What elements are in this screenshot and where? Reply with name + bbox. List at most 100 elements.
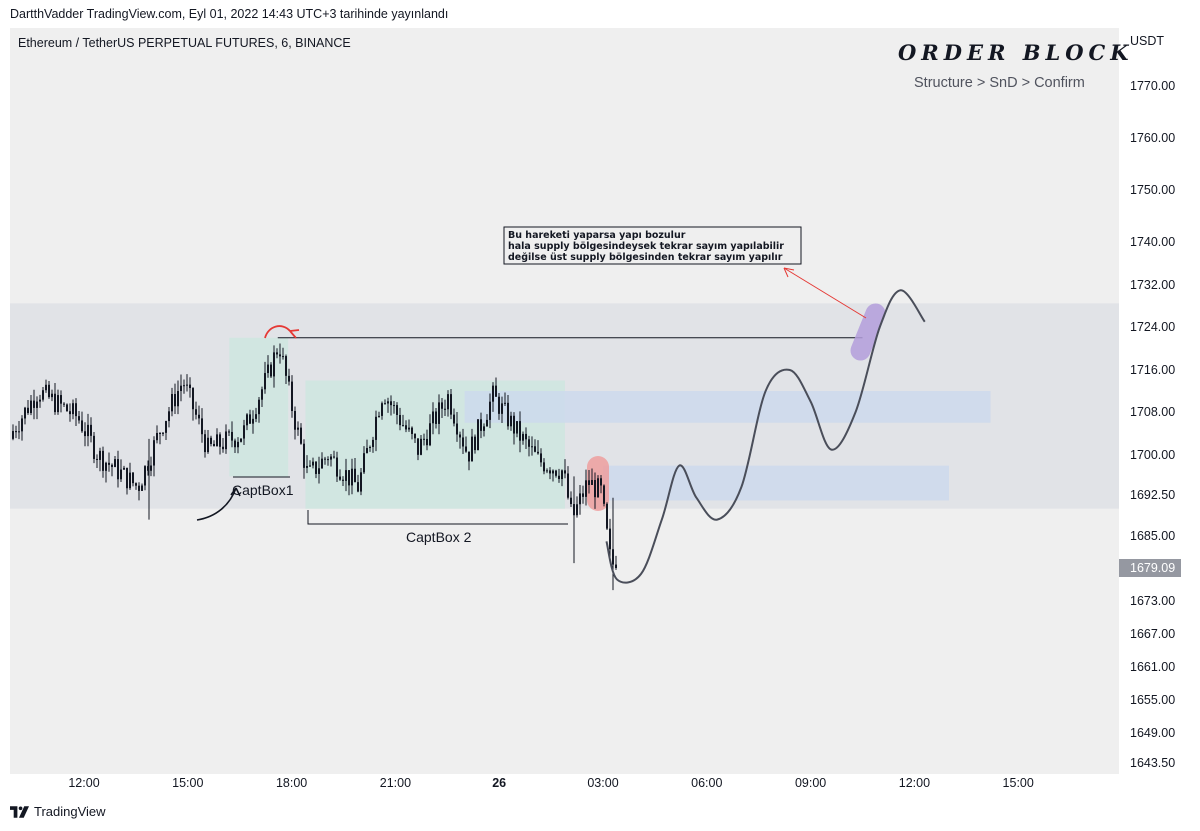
candle [453,408,455,427]
candle [219,432,221,455]
annotation-note-box [503,226,802,265]
candle-body-down [534,446,536,452]
candle-body-down [498,396,500,414]
candle-body-down [336,457,338,477]
y-tick-label: 1750.00 [1130,183,1175,197]
candle [399,407,401,431]
candle-body-up [420,438,422,455]
candle [396,402,398,425]
candle-body-down [315,461,317,474]
candle-body-up [369,446,371,449]
last-price-marker [1119,559,1181,577]
candle [15,425,17,439]
candle [468,451,470,471]
candle [117,450,119,488]
candle-body-down [159,432,161,434]
order-block-subtitle: Structure > SnD > Confirm [914,75,1085,91]
candle-body-down [564,470,566,474]
candle-body-down [108,462,110,465]
candle-body-up [105,462,107,471]
candle [603,484,605,507]
candle [480,412,482,439]
candle-body-down [93,435,95,459]
candle [282,347,284,360]
candle [474,434,476,454]
candle [246,413,248,431]
candle [177,380,179,415]
candle [201,408,203,443]
candle-body-up [36,401,38,408]
candle [423,433,425,446]
candle-body-up [258,399,260,415]
candle-body-up [45,384,47,391]
annotation-note-line-2: hala supply bölgesindeysek tekrar sayım … [508,241,784,252]
candle [288,368,290,386]
candle [144,465,146,491]
candle [135,482,137,490]
candle [429,414,431,447]
candle-body-down [174,394,176,407]
candle-body-down [384,403,386,405]
candle [531,436,533,456]
candle [414,433,416,444]
candle-body-up [309,465,311,467]
candle [33,389,35,420]
candle [30,394,32,416]
candle-body-down [75,403,77,417]
price-axis: 1770.00 1760.00 1750.00 1740.00 1732.00 1724.… [1119,79,1181,770]
forecast-path [605,289,926,584]
candle-body-up [477,419,479,451]
candle-body-down [69,411,71,415]
candle-body-down [405,425,407,430]
candle-body-down [414,433,416,439]
candle [426,429,428,451]
candle-body-up [489,401,491,420]
candle [267,355,269,378]
candle [438,394,440,435]
y-tick-label: 1661.00 [1130,660,1175,674]
candle [528,435,530,457]
candle-body-down [117,459,119,480]
candle [378,411,380,418]
candle-body-up [87,424,89,437]
candle [273,345,275,388]
annotation-note-line-3: değilse üst supply bölgesinden tekrar sa… [508,252,783,263]
candle-body-down [570,497,572,505]
captbox1-label: CaptBox1 [232,482,294,498]
y-tick-label: 1667.00 [1130,627,1175,641]
candle-body-down [78,416,80,421]
candle-body-up [207,437,209,453]
candle [405,420,407,433]
candle [114,455,116,468]
candle [588,470,590,494]
candle [255,407,257,423]
candle [153,436,155,477]
candle [579,485,581,515]
candle [234,438,236,453]
candle [354,458,356,483]
candle [615,555,617,570]
price-unit-label: USDT [1130,34,1165,48]
candle [225,424,227,454]
candle [543,458,545,475]
curved-red-arrowhead [289,329,300,339]
candle [81,411,83,433]
candle-body-down [96,458,98,460]
candle-body-up [168,411,170,422]
candle [171,387,173,417]
candle-body-down [339,476,341,480]
x-tick-label: 12:00 [68,776,99,790]
zone-blue-4 [603,465,949,501]
candle [12,424,14,441]
candle-body-up [579,493,581,505]
candle [525,427,527,449]
candle-body-down [288,375,290,382]
candle-body-down [555,470,557,476]
candle [39,394,41,408]
candle [294,406,296,440]
candle-body-up [264,373,266,390]
candle-body-down [228,431,230,433]
candle [600,474,602,494]
candle [84,422,86,447]
